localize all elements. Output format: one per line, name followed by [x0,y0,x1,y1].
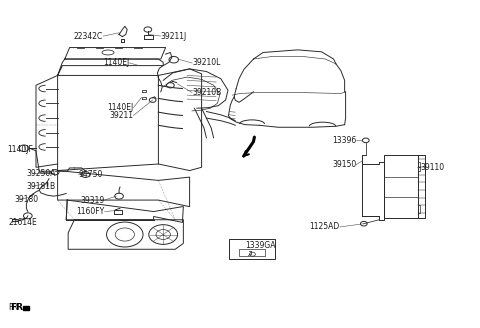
Text: 21614E: 21614E [9,218,37,227]
Text: 13396: 13396 [332,136,356,145]
Text: 1140EJ: 1140EJ [107,103,133,112]
Text: 39180: 39180 [14,195,38,204]
Text: FR: FR [11,303,24,312]
Bar [23,306,29,310]
Text: 1140EJ: 1140EJ [103,58,130,68]
Bar [239,249,265,256]
Text: 39150: 39150 [332,160,356,169]
Text: FR: FR [9,303,18,312]
Text: 39319: 39319 [80,195,105,205]
Text: 39250A: 39250A [26,169,56,178]
Text: 39211J: 39211J [161,31,187,41]
Text: 22342C: 22342C [74,31,103,41]
Text: 39210L: 39210L [192,58,220,68]
Text: 39211: 39211 [109,111,133,120]
Text: 1125AD: 1125AD [310,222,340,232]
Text: 1339GA: 1339GA [245,241,276,250]
Text: 39110: 39110 [420,163,444,173]
Text: 1140JF: 1140JF [7,145,33,154]
Text: 94750: 94750 [78,170,103,179]
Text: 39181B: 39181B [26,182,56,191]
Bar [229,239,275,259]
Text: 1160FY: 1160FY [76,207,105,216]
Text: 39210B: 39210B [192,88,221,97]
